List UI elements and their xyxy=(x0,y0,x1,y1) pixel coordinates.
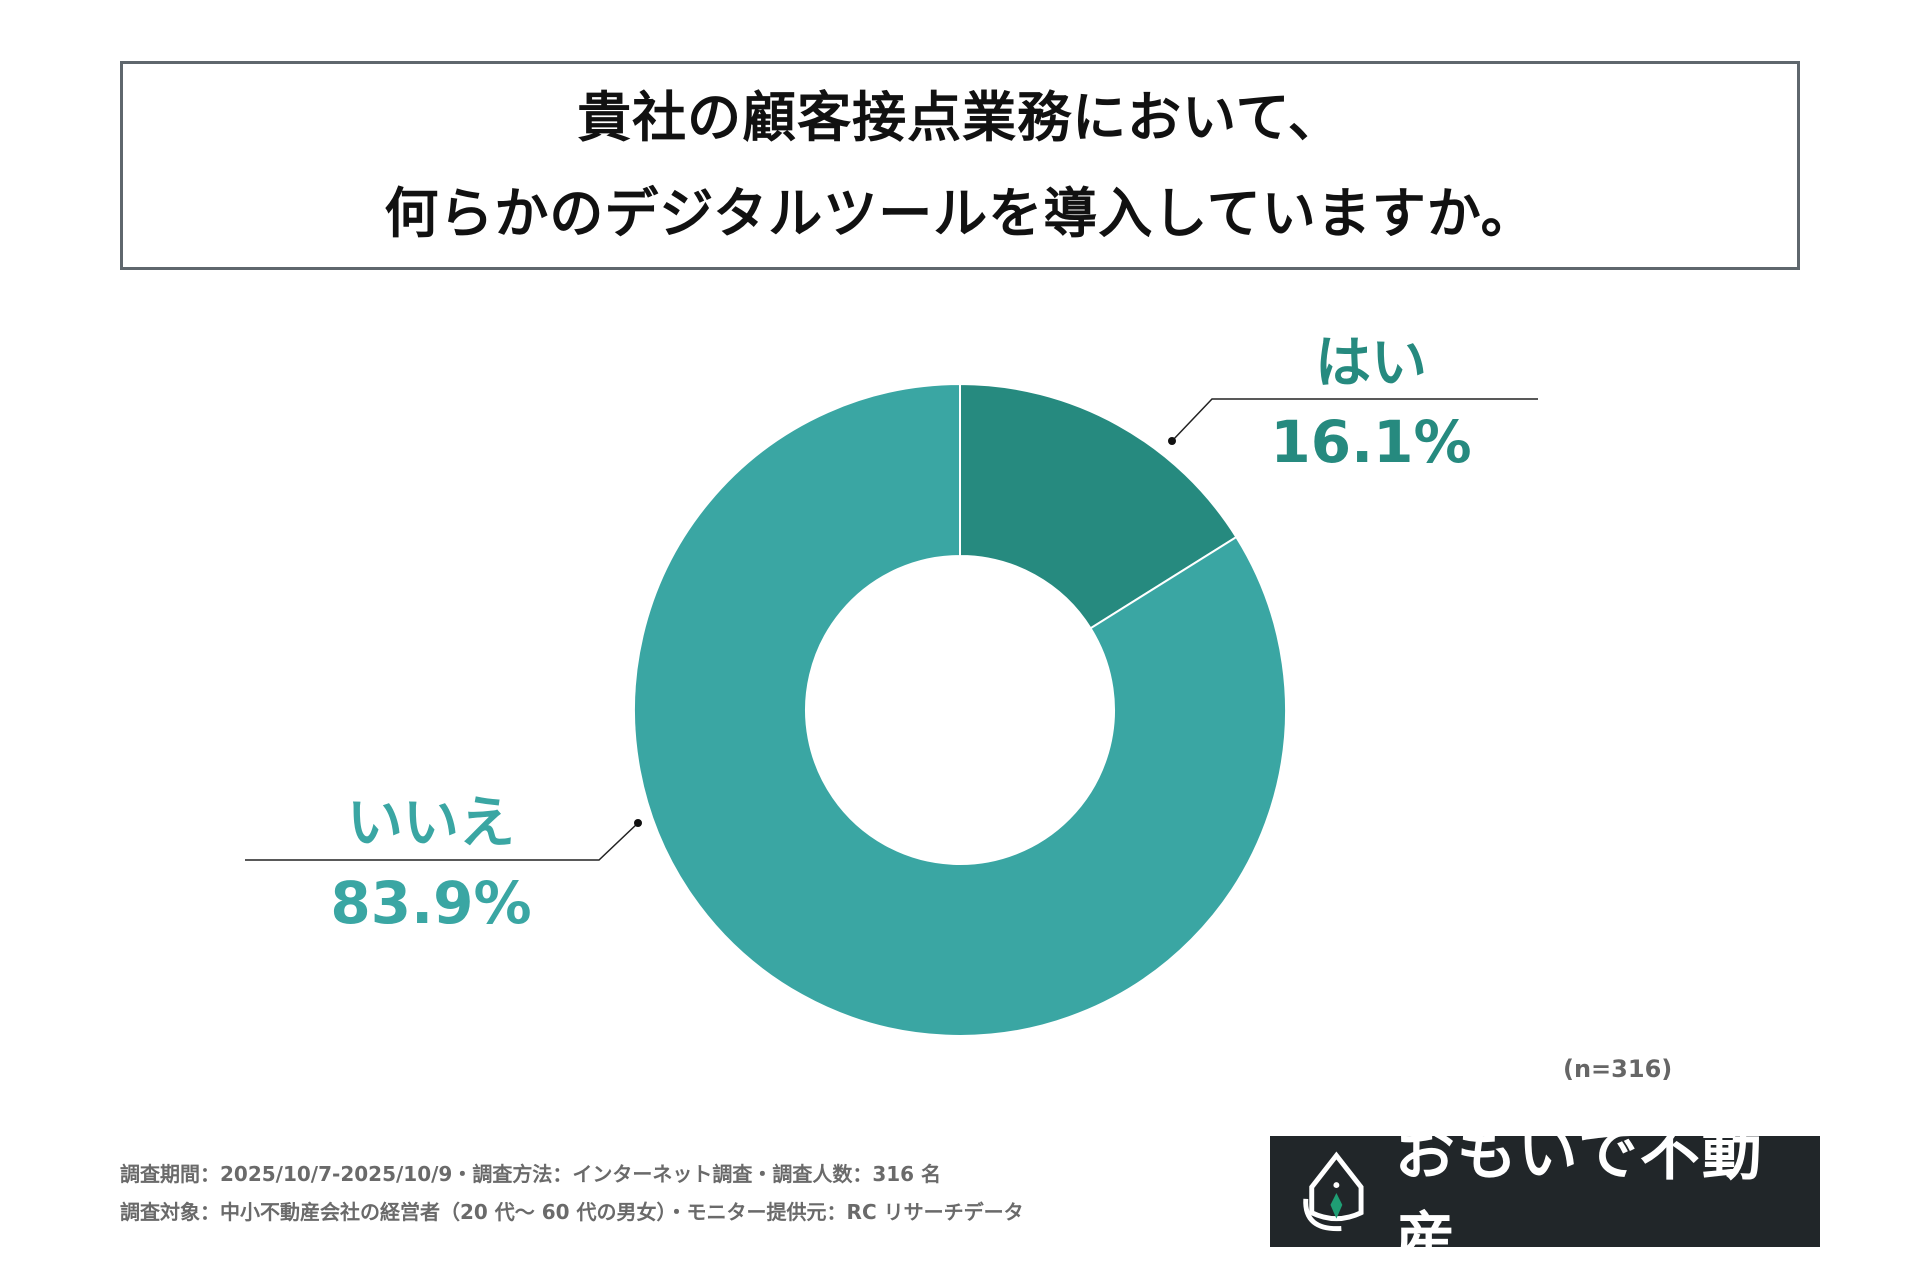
footer-survey-info-1: 調査期間：2025/10/7-2025/10/9・調査方法：インターネット調査・… xyxy=(120,1162,942,1186)
label-category-yes: はい xyxy=(1315,331,1427,396)
donut-slice-1 xyxy=(633,382,1287,1037)
logo-text: おもいで不動産 xyxy=(1394,1118,1764,1276)
leader-dot-1 xyxy=(634,819,642,827)
donut-slice-0 xyxy=(959,382,1238,630)
leader-line-0 xyxy=(1171,398,1538,442)
label-percent-yes: 16.1% xyxy=(1270,408,1472,476)
title-box: 貴社の顧客接点業務において、 何らかのデジタルツールを導入していますか。 xyxy=(120,61,1800,270)
house-drop-logo-icon xyxy=(1303,1150,1364,1231)
brand-logo: おもいで不動産 xyxy=(1270,1119,1820,1276)
label-category-no: いいえ xyxy=(347,791,515,856)
title-line-2: 何らかのデジタルツールを導入していますか。 xyxy=(384,181,1536,245)
leader-dot-0 xyxy=(1168,437,1176,445)
title-line-1: 貴社の顧客接点業務において、 xyxy=(577,85,1343,149)
leader-line-1 xyxy=(245,822,639,861)
label-percent-no: 83.9% xyxy=(330,869,532,937)
footer-survey-info-2: 調査対象：中小不動産会社の経営者（20 代～ 60 代の男女）・モニター提供元：… xyxy=(120,1200,1024,1224)
sample-size: (n=316) xyxy=(1563,1055,1673,1083)
